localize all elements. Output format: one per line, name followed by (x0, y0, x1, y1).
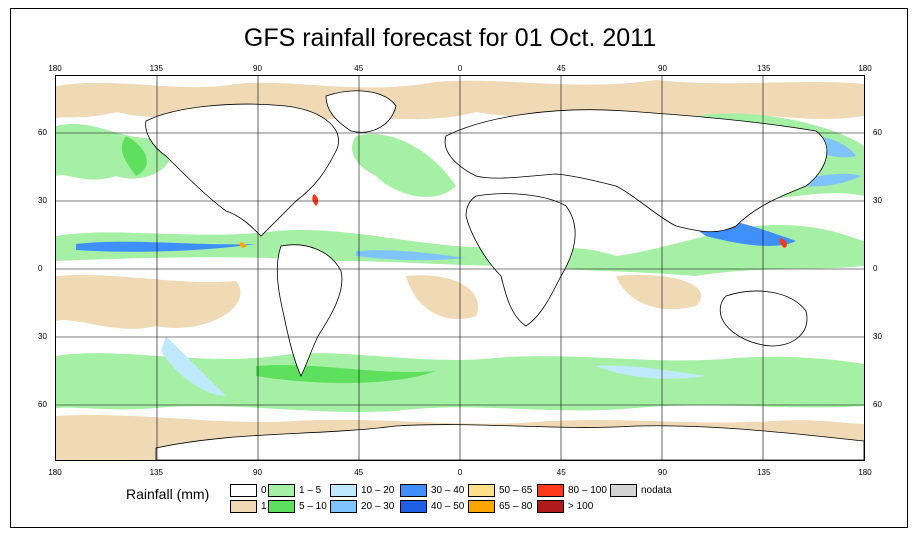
rain-region (312, 194, 319, 206)
legend-swatch (468, 484, 495, 497)
legend-swatch (400, 500, 427, 513)
legend-swatch (400, 484, 427, 497)
latitude-tick-label: 30 (873, 196, 882, 205)
longitude-tick-label: 180 (48, 468, 62, 477)
latitude-tick-label: 30 (38, 196, 47, 205)
longitude-tick-label: 135 (149, 64, 163, 73)
australia-outline (719, 290, 808, 347)
latitude-tick-label: 60 (873, 128, 882, 137)
longitude-tick-label: 90 (658, 468, 667, 477)
longitude-tick-label: 45 (354, 468, 364, 477)
rain-region (76, 241, 256, 252)
latitude-tick-label: 60 (873, 400, 882, 409)
legend-label: 1 (261, 501, 267, 512)
rain-region (616, 275, 702, 310)
longitude-tick-label: 135 (757, 64, 771, 73)
legend-label: 50 – 65 (499, 485, 533, 496)
latitude-tick-label: 0 (873, 264, 878, 273)
latitude-tick-label: 60 (38, 128, 47, 137)
longitude-tick-label: 135 (149, 468, 163, 477)
longitude-tick-label: 180 (858, 468, 872, 477)
latitude-tick-label: 0 (38, 264, 43, 273)
south-america-outline (276, 244, 343, 377)
rain-region (352, 134, 456, 197)
longitude-tick-label: 45 (354, 64, 364, 73)
rain-region (356, 250, 466, 261)
latitude-tick-label: 30 (873, 332, 882, 341)
longitude-tick-label: 45 (556, 468, 566, 477)
longitude-tick-label: 0 (457, 468, 463, 477)
rain-region (56, 274, 241, 329)
longitude-tick-label: 180 (48, 64, 62, 73)
longitude-tick-label: 45 (556, 64, 566, 73)
legend-swatch (537, 500, 564, 513)
coastlines-layer (145, 90, 864, 460)
latitude-tick-label: 60 (38, 400, 47, 409)
rain-region (121, 136, 147, 176)
longitude-tick-label: 135 (757, 468, 771, 477)
legend-swatch (468, 500, 495, 513)
legend-label: > 100 (568, 501, 594, 512)
legend-label: 1 – 5 (299, 485, 322, 496)
rain-region (161, 336, 226, 396)
longitude-tick-label: 90 (658, 64, 667, 73)
map-canvas (56, 76, 864, 460)
legend-label: 80 – 100 (568, 485, 607, 496)
legend-swatch (268, 484, 295, 497)
graticule (56, 76, 864, 460)
legend-label: 20 – 30 (361, 501, 395, 512)
legend-swatch (230, 500, 257, 513)
africa-outline (465, 193, 576, 327)
longitude-tick-label: 90 (253, 468, 262, 477)
legend-label: 30 – 40 (431, 485, 465, 496)
map-title: GFS rainfall forecast for 01 Oct. 2011 (243, 24, 657, 52)
legend-label: 65 – 80 (499, 501, 533, 512)
legend-title: Rainfall (mm) (126, 486, 210, 502)
legend-label: 5 – 10 (299, 501, 327, 512)
legend-label: 40 – 50 (431, 501, 465, 512)
legend-swatch (537, 484, 564, 497)
legend-swatch (330, 484, 357, 497)
rain-region (779, 238, 788, 248)
legend-label: nodata (641, 485, 672, 496)
longitude-tick-label: 0 (457, 64, 463, 73)
north-america-outline (145, 103, 339, 237)
rain-region (239, 242, 246, 248)
legend-label: 10 – 20 (361, 485, 395, 496)
longitude-tick-label: 90 (253, 64, 262, 73)
world-rainfall-map (55, 75, 865, 461)
legend-swatch (230, 484, 257, 497)
rain-region (596, 365, 706, 379)
legend-swatch (268, 500, 295, 513)
rain-region (406, 275, 478, 320)
latitude-tick-label: 30 (38, 332, 47, 341)
greenland-outline (325, 90, 397, 133)
longitude-tick-label: 180 (858, 64, 872, 73)
legend-label: 0 (261, 485, 267, 496)
legend-swatch (330, 500, 357, 513)
antarctica-outline (155, 424, 864, 460)
legend-swatch (610, 484, 637, 497)
